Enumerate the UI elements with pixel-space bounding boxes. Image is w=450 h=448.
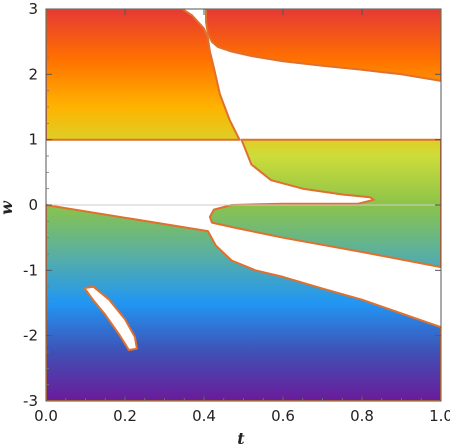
x-tick-label: 1.0 bbox=[429, 407, 450, 425]
tick-labels: 0.0 0.2 0.4 0.6 0.8 1.0 3 2 1 0 -1 -2 -3 bbox=[23, 0, 450, 425]
y-tick-label: 3 bbox=[28, 0, 38, 18]
y-tick-label: 0 bbox=[28, 196, 38, 214]
x-tick-label: 0.0 bbox=[34, 407, 58, 425]
region-upper-band bbox=[46, 9, 241, 141]
y-tick-label: 2 bbox=[28, 65, 38, 83]
y-tick-label: -3 bbox=[23, 392, 38, 410]
region-lower-band bbox=[46, 204, 441, 401]
y-tick-label: -2 bbox=[23, 327, 38, 345]
y-axis-label: w bbox=[0, 200, 16, 215]
y-tick-label: 1 bbox=[28, 131, 38, 149]
region-middle-right-band bbox=[208, 138, 441, 269]
region-upper-right-wedge bbox=[205, 9, 441, 82]
x-tick-label: 0.8 bbox=[350, 407, 374, 425]
plot-regions bbox=[46, 9, 441, 401]
axis-ticks bbox=[45, 8, 442, 402]
x-tick-label: 0.6 bbox=[271, 407, 295, 425]
x-axis-label: t bbox=[237, 429, 245, 448]
y-tick-label: -1 bbox=[23, 261, 38, 279]
region-crescent-hole bbox=[83, 285, 138, 351]
x-tick-label: 0.2 bbox=[113, 407, 137, 425]
x-tick-label: 0.4 bbox=[192, 407, 216, 425]
